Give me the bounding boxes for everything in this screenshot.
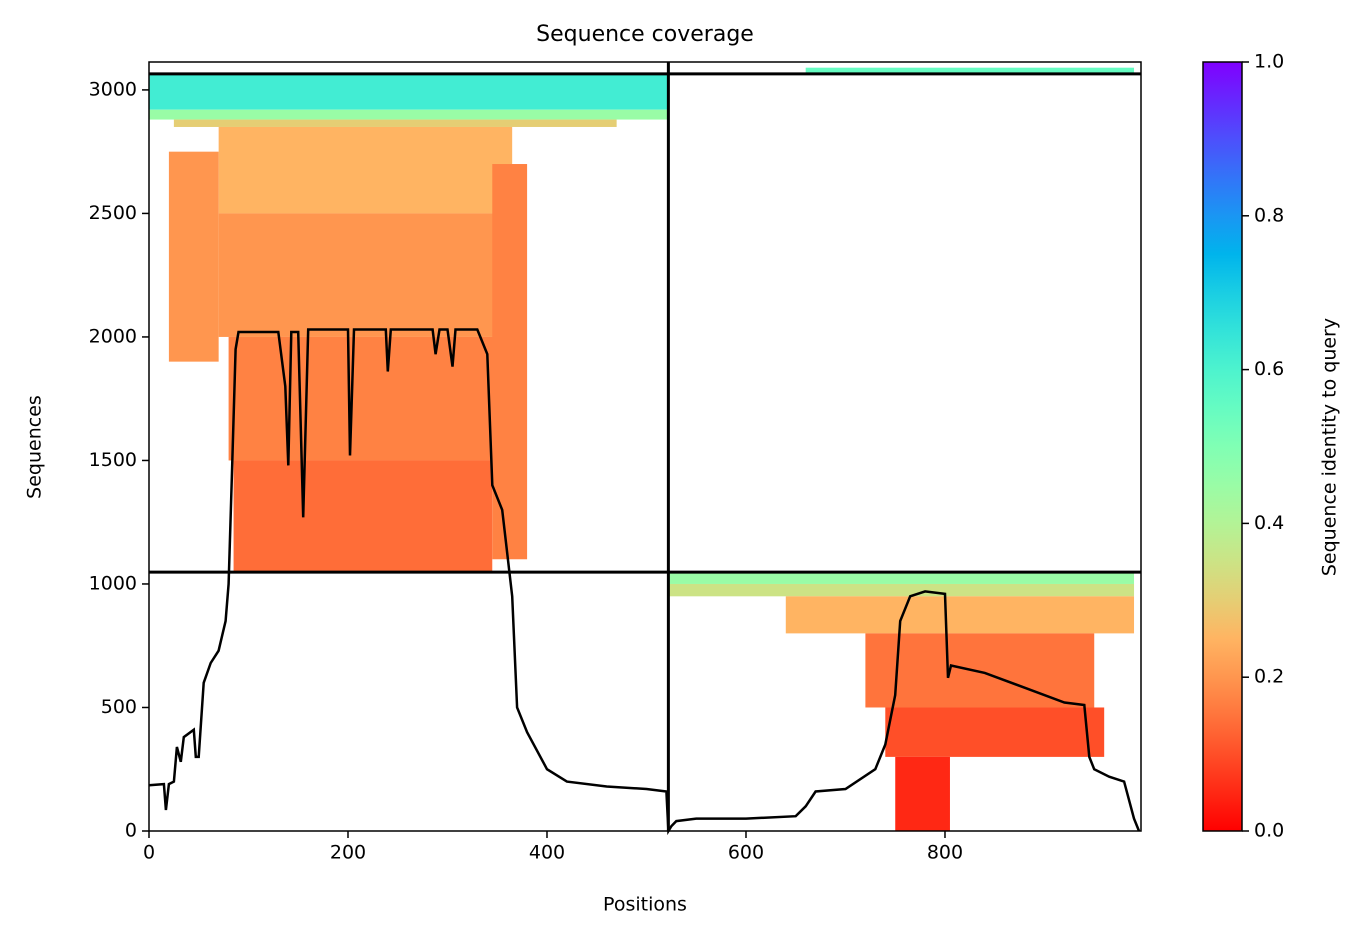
x-tick-label: 200 — [330, 842, 366, 864]
colorbar-tick-label: 0.2 — [1254, 666, 1284, 688]
y-tick-label: 500 — [101, 696, 137, 718]
x-tick-label: 800 — [927, 842, 963, 864]
x-axis-label: Positions — [603, 894, 687, 916]
y-tick-label: 2500 — [89, 202, 137, 224]
coverage-block — [149, 109, 669, 120]
coverage-block — [885, 707, 1105, 757]
y-tick-label: 2000 — [89, 325, 137, 347]
coverage-line — [148, 328, 1141, 836]
colorbar-tick-label: 0.4 — [1254, 512, 1284, 534]
coverage-block — [168, 151, 219, 362]
y-tick-label: 3000 — [89, 78, 137, 100]
coverage-block — [668, 572, 1135, 584]
coverage-block — [149, 73, 669, 110]
colorbar-tick-label: 0.6 — [1254, 358, 1284, 380]
y-axis-label: Sequences — [24, 395, 46, 499]
coverage-block — [218, 126, 513, 214]
coverage-block — [218, 213, 513, 337]
x-tick-label: 400 — [529, 842, 565, 864]
coverage-block — [668, 583, 1135, 597]
coverage-block — [895, 756, 950, 831]
x-tick-label: 600 — [728, 842, 764, 864]
coverage-block — [865, 633, 1095, 708]
coverage-block — [785, 596, 1135, 634]
y-tick-label: 0 — [125, 820, 137, 842]
colorbar-label: Sequence identity to query — [1319, 318, 1341, 576]
colorbar-tick-label: 1.0 — [1254, 51, 1284, 73]
colorbar-tick-label: 0.8 — [1254, 204, 1284, 226]
chart-title: Sequence coverage — [536, 22, 754, 47]
coverage-block — [228, 336, 503, 461]
y-tick-label: 1500 — [89, 449, 137, 471]
colorbar-tick-label: 0.0 — [1254, 820, 1284, 842]
plot-frame — [148, 61, 1142, 832]
colorbar — [1202, 61, 1243, 832]
coverage-block — [233, 460, 493, 573]
y-tick-label: 1000 — [89, 572, 137, 594]
x-tick-label: 0 — [143, 842, 155, 864]
coverage-block — [805, 67, 1135, 73]
coverage-block — [492, 164, 528, 560]
coverage-block — [173, 119, 617, 127]
